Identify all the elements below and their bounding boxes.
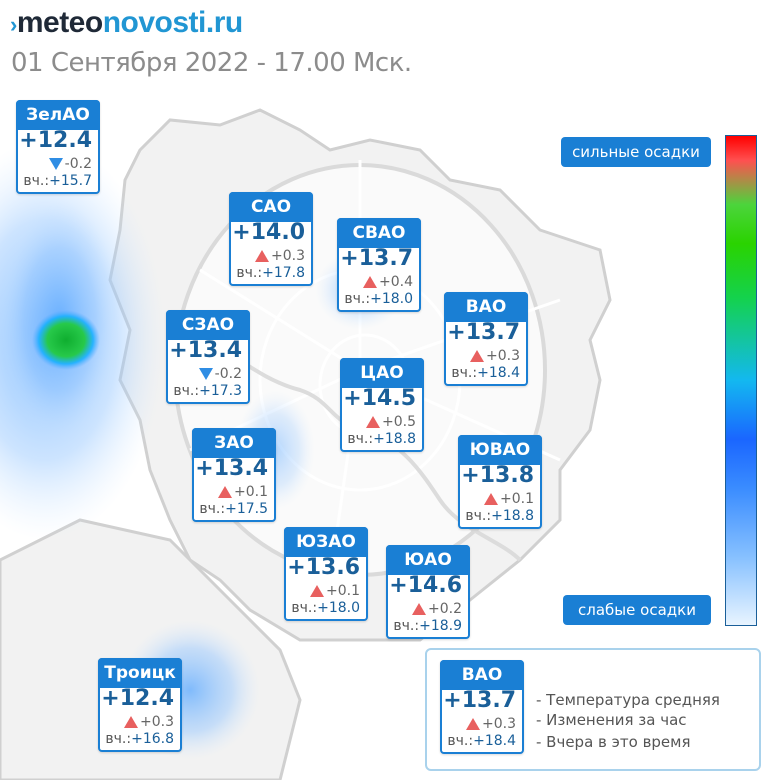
- card-yesterday: вч.:+17.3: [173, 383, 242, 399]
- card-yesterday: вч.:+17.5: [199, 501, 268, 517]
- rise-arrow-icon: [484, 493, 498, 505]
- card-yesterday: вч.:+15.7: [23, 173, 92, 189]
- card-hourly-change: +0.2: [412, 601, 462, 617]
- district-card[interactable]: ЮАО +14.6 +0.2 вч.:+18.9: [386, 545, 470, 639]
- fall-arrow-icon: [48, 158, 63, 170]
- precipitation-colorbar: [725, 135, 757, 626]
- legend-strong-label: сильные осадки: [561, 137, 711, 167]
- district-card[interactable]: ЮЗАО +13.6 +0.1 вч.:+18.0: [284, 527, 368, 621]
- card-hourly-change: +0.3: [124, 714, 174, 730]
- key-desc-temperature: - Температура средняя: [536, 691, 720, 709]
- card-temperature: +13.6: [287, 555, 360, 580]
- card-district-name: Троицк: [98, 658, 182, 688]
- card-hourly-change: -0.2: [198, 366, 242, 382]
- district-card[interactable]: ВАО +13.7 +0.3 вч.:+18.4: [444, 292, 528, 386]
- card-hourly-change: +0.1: [484, 491, 534, 507]
- card-hourly-change: -0.2: [48, 156, 92, 172]
- card-district-name: ЮАО: [386, 545, 470, 575]
- card-district-name: СЗАО: [166, 310, 250, 340]
- card-yesterday: вч.:+16.8: [105, 731, 174, 747]
- rise-arrow-icon: [218, 486, 232, 498]
- card-yesterday: вч.:+18.8: [465, 508, 534, 524]
- district-card[interactable]: САО +14.0 +0.3 вч.:+17.8: [229, 192, 313, 286]
- card-temperature: +13.4: [195, 456, 268, 481]
- card-yesterday: вч.:+18.8: [347, 431, 416, 447]
- rise-arrow-icon: [255, 250, 269, 262]
- card-district-name: СВАО: [337, 218, 421, 248]
- card-temperature: +14.6: [389, 573, 462, 598]
- legend-sample-card: ВАО +13.7 +0.3 вч.:+18.4: [440, 660, 524, 754]
- card-hourly-change: +0.3: [255, 248, 305, 264]
- card-yesterday: вч.:+18.9: [393, 618, 462, 634]
- rise-arrow-icon: [366, 416, 380, 428]
- district-card[interactable]: ЗАО +13.4 +0.1 вч.:+17.5: [192, 428, 276, 522]
- key-desc-change: - Изменения за час: [536, 711, 687, 729]
- rise-arrow-icon: [124, 716, 138, 728]
- card-temperature: +12.4: [101, 686, 174, 711]
- rise-arrow-icon: [310, 585, 324, 597]
- card-hourly-change: +0.1: [218, 484, 268, 500]
- card-temperature: +13.4: [169, 338, 242, 363]
- card-district-name: ЮВАО: [458, 435, 542, 465]
- card-hourly-change: +0.3: [466, 716, 516, 732]
- district-card[interactable]: ЦАО +14.5 +0.5 вч.:+18.8: [340, 358, 424, 452]
- legend-weak-label: слабые осадки: [563, 595, 711, 625]
- site-logo[interactable]: ›meteonovosti.ru: [10, 6, 243, 39]
- card-temperature: +13.7: [443, 688, 516, 713]
- fall-arrow-icon: [198, 368, 213, 380]
- card-hourly-change: +0.1: [310, 583, 360, 599]
- card-yesterday: вч.:+17.8: [236, 265, 305, 281]
- card-hourly-change: +0.4: [363, 274, 413, 290]
- card-temperature: +13.7: [340, 246, 413, 271]
- card-temperature: +14.5: [343, 386, 416, 411]
- card-district-name: ЮЗАО: [284, 527, 368, 557]
- card-district-name: ВАО: [444, 292, 528, 322]
- card-district-name: ЗелАО: [16, 100, 100, 130]
- rise-arrow-icon: [363, 276, 377, 288]
- card-yesterday: вч.:+18.0: [344, 291, 413, 307]
- card-yesterday: вч.:+18.4: [451, 365, 520, 381]
- rise-arrow-icon: [466, 718, 480, 730]
- card-district-name: ЦАО: [340, 358, 424, 388]
- rain-area-intense: [32, 310, 100, 370]
- card-district-name: ЗАО: [192, 428, 276, 458]
- card-district-name: ВАО: [440, 660, 524, 690]
- logo-chevron-icon: ›: [10, 12, 17, 37]
- card-hourly-change: +0.5: [366, 414, 416, 430]
- date-time-subtitle: 01 Сентября 2022 - 17.00 Мск.: [11, 48, 412, 78]
- district-card[interactable]: СЗАО +13.4 -0.2 вч.:+17.3: [166, 310, 250, 404]
- rise-arrow-icon: [412, 603, 426, 615]
- card-temperature: +12.4: [19, 128, 92, 153]
- card-temperature: +13.7: [447, 320, 520, 345]
- card-yesterday: вч.:+18.4: [447, 733, 516, 749]
- card-temperature: +13.8: [461, 463, 534, 488]
- district-card[interactable]: Троицк +12.4 +0.3 вч.:+16.8: [98, 658, 182, 752]
- card-hourly-change: +0.3: [470, 348, 520, 364]
- district-card[interactable]: ЮВАО +13.8 +0.1 вч.:+18.8: [458, 435, 542, 529]
- card-district-name: САО: [229, 192, 313, 222]
- district-card[interactable]: СВАО +13.7 +0.4 вч.:+18.0: [337, 218, 421, 312]
- card-temperature: +14.0: [232, 220, 305, 245]
- card-yesterday: вч.:+18.0: [291, 600, 360, 616]
- rise-arrow-icon: [470, 350, 484, 362]
- key-desc-yesterday: - Вчера в это время: [536, 733, 691, 751]
- district-card[interactable]: ЗелАО +12.4 -0.2 вч.:+15.7: [16, 100, 100, 194]
